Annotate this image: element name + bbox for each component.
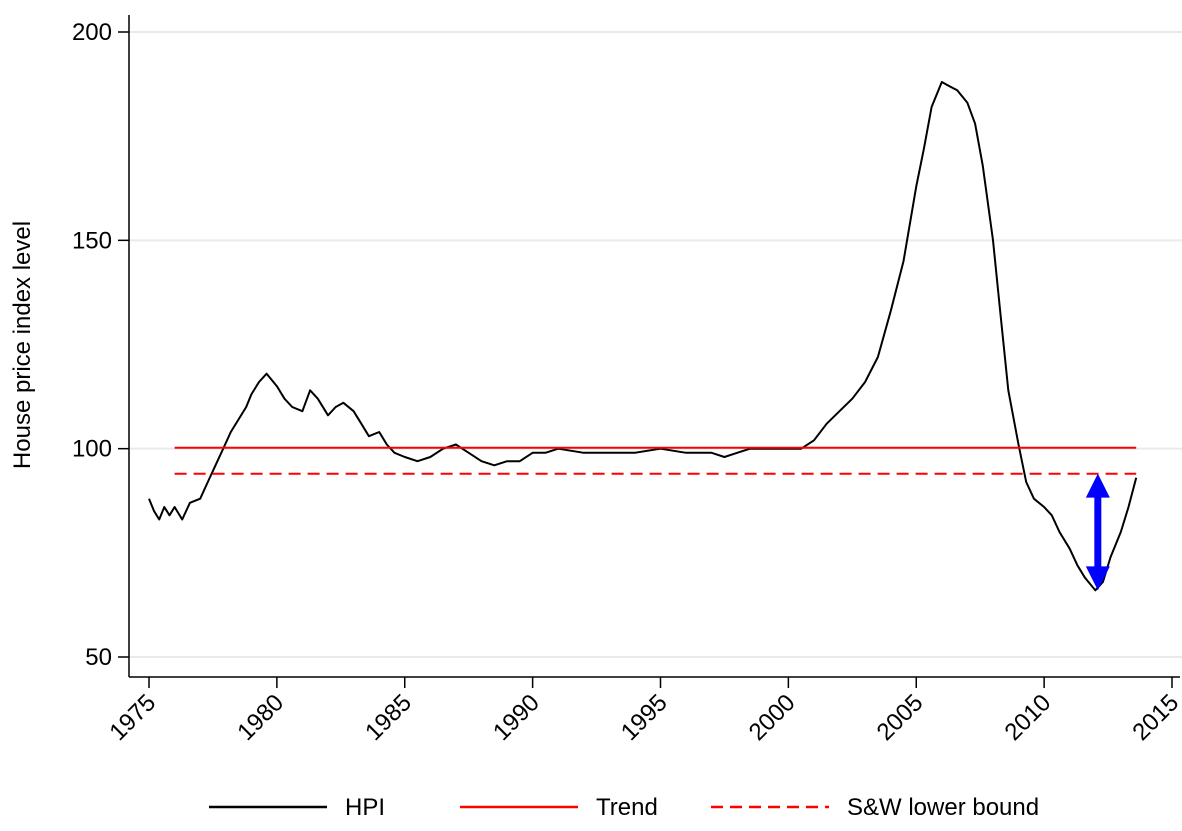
plot-area (148, 81, 1138, 592)
x-tick-label: 1980 (232, 689, 289, 746)
y-tick-label: 150 (72, 227, 112, 254)
legend-item: S&W lower bound (711, 794, 1039, 821)
hpi-line (148, 81, 1138, 592)
y-tick-label: 200 (72, 19, 112, 46)
y-tick-labels: 50 100 150 200 (72, 19, 112, 671)
axes (128, 15, 1180, 678)
x-tick-label: 2005 (872, 689, 929, 746)
y-tick-label: 50 (85, 644, 112, 671)
x-tick-label: 1985 (360, 689, 417, 746)
double-arrow-annotation (1085, 473, 1110, 591)
x-tick-label: 1975 (104, 689, 161, 746)
x-tick-labels: 1975 1980 1985 1990 1995 2000 2005 2010 2015 (104, 689, 1182, 746)
legend-label: HPI (345, 794, 385, 821)
legend-item: Trend (460, 794, 658, 821)
gridlines (129, 31, 1182, 658)
x-tick-label: 2000 (744, 689, 801, 746)
y-axis-title: House price index level (9, 221, 36, 469)
arrow-head-down (1085, 566, 1110, 591)
legend: HPI Trend S&W lower bound (209, 794, 1039, 821)
legend-label: S&W lower bound (847, 794, 1039, 821)
legend-item: HPI (209, 794, 385, 821)
x-tick-label: 2015 (1127, 689, 1182, 746)
y-tick-label: 100 (72, 436, 112, 463)
x-tick-label: 2010 (1000, 689, 1057, 746)
x-tick-label: 1995 (616, 689, 673, 746)
tick-marks (118, 31, 1173, 688)
x-tick-label: 1990 (488, 689, 545, 746)
arrow-head-up (1085, 473, 1110, 498)
legend-label: Trend (596, 794, 658, 821)
